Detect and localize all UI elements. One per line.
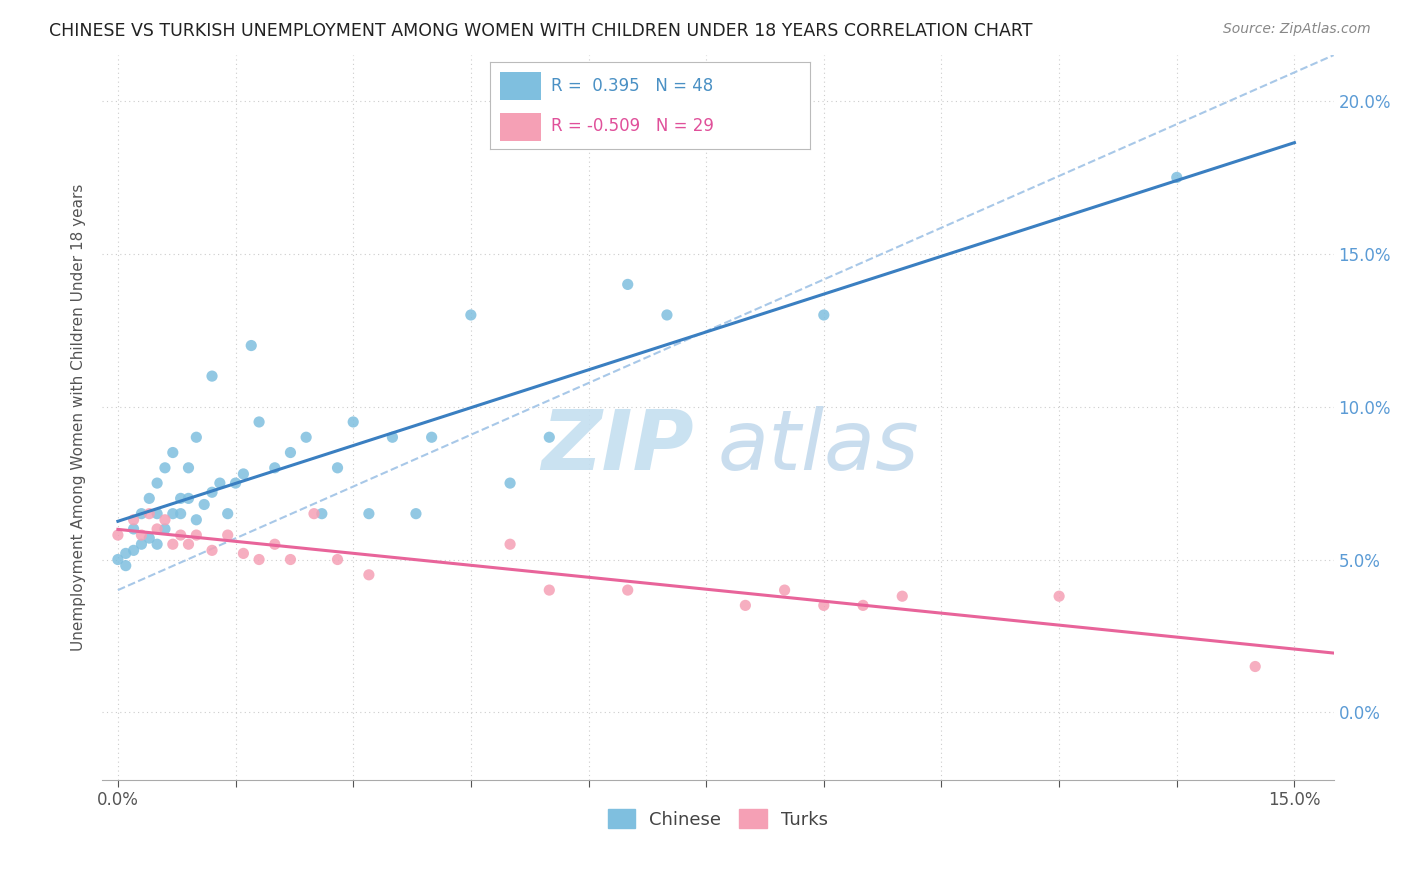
Point [138,507,160,521]
Point [295,430,318,444]
Point [114,558,136,573]
Point [460,308,482,322]
Point [773,583,796,598]
Text: atlas: atlas [718,406,920,487]
Point [616,277,638,292]
Point [734,599,756,613]
Point [655,308,678,322]
Point [1244,659,1267,673]
Point [813,308,835,322]
Point [177,460,200,475]
Point [162,537,184,551]
Point [107,528,129,542]
Point [813,599,835,613]
Point [381,430,404,444]
Point [162,507,184,521]
Point [146,476,169,491]
Point [280,552,302,566]
Point [891,589,914,603]
Point [131,537,153,551]
Point [499,537,522,551]
Point [131,507,153,521]
Point [169,491,191,506]
Point [186,430,208,444]
Point [311,507,333,521]
Point [177,537,200,551]
Point [177,491,200,506]
Point [186,513,208,527]
Point [538,430,561,444]
Point [122,513,145,527]
Point [499,476,522,491]
Text: CHINESE VS TURKISH UNEMPLOYMENT AMONG WOMEN WITH CHILDREN UNDER 18 YEARS CORRELA: CHINESE VS TURKISH UNEMPLOYMENT AMONG WO… [49,22,1033,40]
Point [186,528,208,542]
Point [247,552,270,566]
Text: Source: ZipAtlas.com: Source: ZipAtlas.com [1223,22,1371,37]
Point [169,507,191,521]
Point [193,498,215,512]
Point [225,476,247,491]
Point [538,583,561,598]
Point [240,338,263,352]
Point [263,537,285,551]
Point [357,507,380,521]
Point [326,552,349,566]
Text: ZIP: ZIP [541,406,693,487]
Point [1047,589,1070,603]
Point [263,460,285,475]
Point [153,513,176,527]
Point [852,599,875,613]
Point [107,552,129,566]
Point [302,507,325,521]
Point [131,528,153,542]
Point [1166,170,1188,185]
Point [217,528,239,542]
Point [146,537,169,551]
Point [247,415,270,429]
Point [169,528,191,542]
Point [122,543,145,558]
Point [146,507,169,521]
Point [138,491,160,506]
Point [342,415,364,429]
Point [208,476,231,491]
Point [616,583,638,598]
Point [326,460,349,475]
Point [162,445,184,459]
Point [280,445,302,459]
Legend: Chinese, Turks: Chinese, Turks [600,802,835,836]
Point [405,507,427,521]
Point [201,369,224,384]
Y-axis label: Unemployment Among Women with Children Under 18 years: Unemployment Among Women with Children U… [72,184,86,651]
Point [146,522,169,536]
Point [420,430,443,444]
Point [153,522,176,536]
Point [217,507,239,521]
Point [232,546,254,560]
Point [201,485,224,500]
Point [153,460,176,475]
Point [232,467,254,481]
Point [138,531,160,545]
Point [357,567,380,582]
Point [122,522,145,536]
Point [201,543,224,558]
Point [114,546,136,560]
